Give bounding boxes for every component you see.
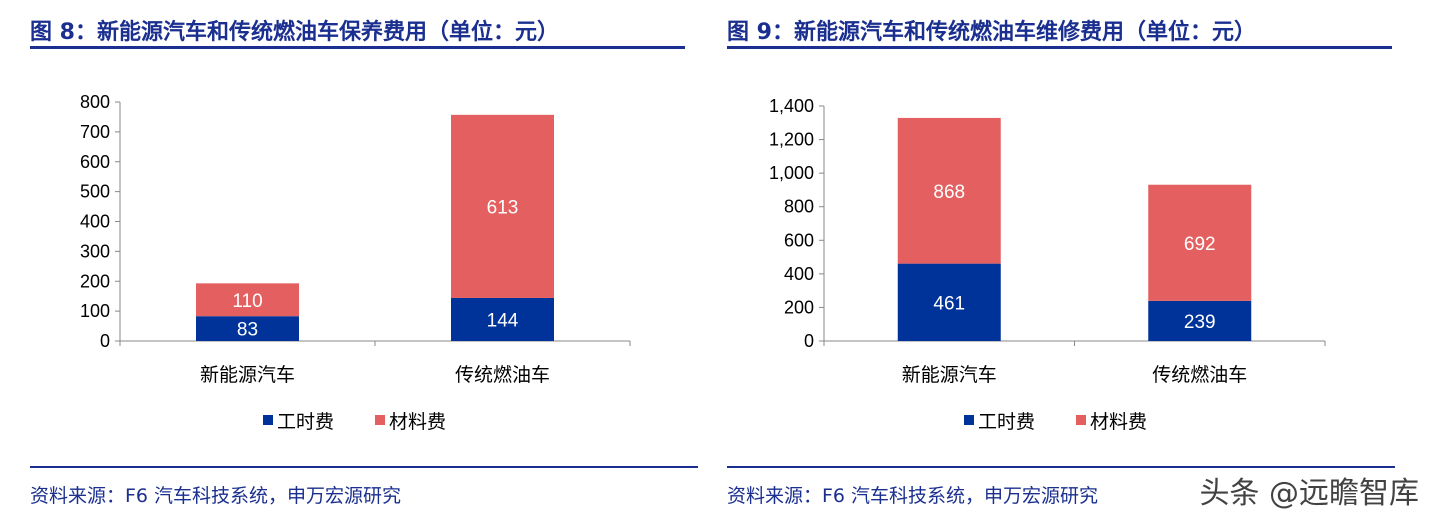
y-tick-label: 1,000 (769, 163, 814, 183)
y-tick-label: 100 (80, 301, 110, 321)
legend-label: 工时费 (277, 411, 334, 433)
legend-swatch (964, 415, 974, 425)
category-label: 新能源汽车 (200, 364, 295, 386)
bar-segment-material (897, 117, 1001, 264)
category-label: 传统燃油车 (1152, 364, 1247, 386)
data-label: 239 (1184, 312, 1216, 333)
y-tick-label: 400 (784, 264, 814, 284)
y-tick-label: 200 (80, 271, 110, 291)
source-note: 资料来源：F6 汽车科技系统，申万宏源研究 (727, 485, 1099, 507)
y-tick-label: 700 (80, 122, 110, 142)
data-label: 868 (933, 182, 965, 203)
chart-title: 图 8：新能源汽车和传统燃油车保养费用（单位：元） (30, 20, 559, 45)
legend-swatch (375, 415, 385, 425)
bar-segment-labor (1148, 300, 1252, 341)
y-tick-label: 600 (784, 230, 814, 250)
legend-label: 工时费 (978, 411, 1035, 433)
y-tick-label: 800 (80, 92, 110, 112)
data-label: 110 (232, 291, 262, 312)
legend-swatch (263, 415, 273, 425)
legend-swatch (1076, 415, 1086, 425)
legend-label: 材料费 (1090, 411, 1147, 433)
legend-label: 材料费 (389, 411, 446, 433)
title-underline (30, 46, 685, 49)
bar-segment-labor (196, 316, 299, 341)
chart-title: 图 9：新能源汽车和传统燃油车维修费用（单位：元） (727, 20, 1256, 45)
category-label: 新能源汽车 (902, 364, 997, 386)
data-label: 144 (487, 310, 519, 331)
y-tick-label: 1,200 (769, 130, 814, 150)
bar-chart-fig9: 0 200 400 600 800 1,000 1,200 1,400 461 868 新能源汽车 2… (769, 96, 1326, 433)
y-tick-label: 0 (100, 331, 110, 351)
y-tick-label: 400 (80, 212, 110, 232)
data-label: 613 (487, 197, 519, 218)
data-label: 83 (237, 320, 258, 341)
category-label: 传统燃油车 (455, 364, 550, 386)
bar-segment-material (1148, 184, 1252, 301)
bar-segment-labor (897, 263, 1001, 341)
data-label: 692 (1184, 234, 1216, 255)
bar-segment-labor (451, 297, 554, 341)
watermark-text: 头条 @远瞻智库 (1199, 476, 1419, 511)
title-underline (727, 46, 1392, 49)
source-note: 资料来源：F6 汽车科技系统，申万宏源研究 (30, 485, 402, 507)
y-tick-label: 200 (784, 297, 814, 317)
bar-segment-material (451, 114, 554, 298)
bar-chart-fig8: 0 100 200 300 400 500 600 700 800 83 110 新能源汽车 144 61… (80, 92, 631, 433)
chart-panel-fig9: 图 9：新能源汽车和传统燃油车维修费用（单位：元） 0 200 400 600 800 1… (727, 0, 1397, 521)
y-tick-label: 800 (784, 197, 814, 217)
chart-panel-fig8: 图 8：新能源汽车和传统燃油车保养费用（单位：元） 0 100 200 300 400 5… (30, 0, 700, 521)
y-tick-label: 0 (804, 331, 814, 351)
y-tick-label: 1,400 (769, 96, 814, 116)
bar-segment-material (196, 283, 299, 317)
source-rule (30, 466, 698, 468)
y-tick-label: 500 (80, 182, 110, 202)
source-rule (727, 466, 1395, 468)
data-label: 461 (933, 293, 965, 314)
y-tick-label: 600 (80, 152, 110, 172)
y-tick-label: 300 (80, 241, 110, 261)
